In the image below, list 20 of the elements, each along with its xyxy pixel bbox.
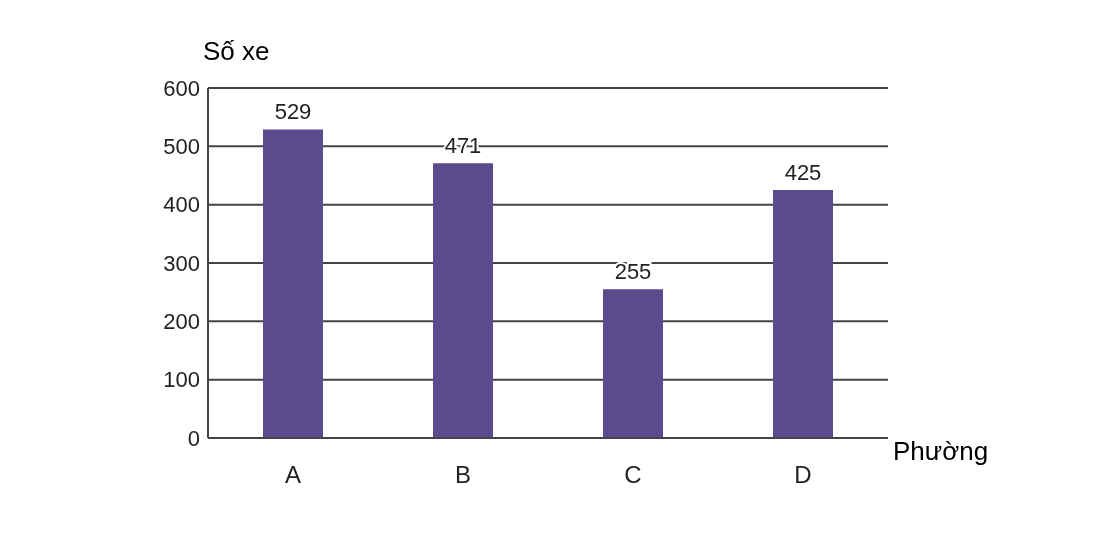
x-tick-label: C [624, 461, 642, 489]
data-label: 425 [784, 160, 822, 186]
x-tick-label: D [794, 461, 812, 489]
y-axis-title: Số xe [203, 36, 270, 67]
y-tick-label: 100 [163, 367, 200, 393]
y-tick-label: 300 [163, 250, 200, 276]
bar [773, 190, 833, 438]
bar [433, 163, 493, 438]
data-label: 529 [274, 99, 312, 125]
y-tick-label: 600 [163, 75, 200, 101]
data-label: 255 [614, 259, 652, 285]
bar [263, 129, 323, 438]
y-tick-label: 200 [163, 309, 200, 335]
bar [603, 289, 663, 438]
x-tick-label: B [454, 461, 472, 489]
y-tick-label: 0 [187, 425, 200, 451]
y-tick-label: 500 [163, 134, 200, 160]
x-axis-title: Phường [893, 436, 989, 467]
x-tick-label: A [284, 461, 302, 489]
y-tick-label: 400 [163, 192, 200, 218]
